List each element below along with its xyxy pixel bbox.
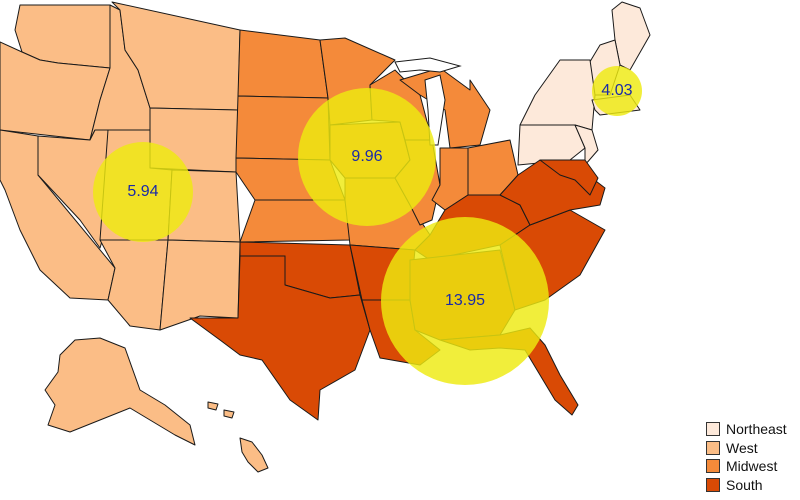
bubble-layer: 5.94 9.96 4.03 13.95	[93, 66, 642, 385]
legend-swatch-midwest	[706, 459, 720, 474]
legend-label-midwest: Midwest	[726, 458, 778, 475]
legend-swatch-west	[706, 440, 720, 455]
legend-item-south: South	[706, 476, 787, 495]
bubble-south	[381, 217, 549, 385]
legend-label-northeast: Northeast	[726, 421, 787, 438]
state-new-york	[519, 59, 596, 131]
bubble-northeast	[592, 66, 642, 116]
state-north-dakota	[237, 29, 329, 99]
legend-item-west: West	[706, 439, 787, 458]
bubble-label-west: 5.94	[127, 183, 158, 200]
state-maine	[611, 1, 651, 71]
state-texas	[189, 255, 371, 421]
legend: Northeast West Midwest South	[706, 420, 787, 494]
legend-swatch-south	[706, 477, 720, 492]
bubble-label-northeast: 4.03	[601, 82, 632, 99]
lake-michigan	[424, 74, 446, 146]
bubble-west	[93, 142, 193, 242]
legend-label-west: West	[726, 439, 758, 456]
state-maryland-delaware	[539, 159, 599, 196]
bubble-midwest	[298, 88, 436, 226]
state-alaska	[44, 337, 196, 446]
legend-label-south: South	[726, 476, 763, 493]
bubble-label-south: 13.95	[445, 292, 485, 309]
legend-swatch-northeast	[706, 422, 720, 437]
legend-item-midwest: Midwest	[706, 457, 787, 476]
lake-superior	[394, 57, 462, 73]
bubble-label-midwest: 9.96	[351, 148, 382, 165]
legend-item-northeast: Northeast	[706, 420, 787, 439]
state-new-mexico	[159, 239, 241, 331]
state-pennsylvania	[517, 124, 586, 166]
state-hawaii-islands	[207, 401, 235, 419]
state-new-jersey	[574, 124, 599, 166]
state-hawaii	[239, 437, 269, 473]
